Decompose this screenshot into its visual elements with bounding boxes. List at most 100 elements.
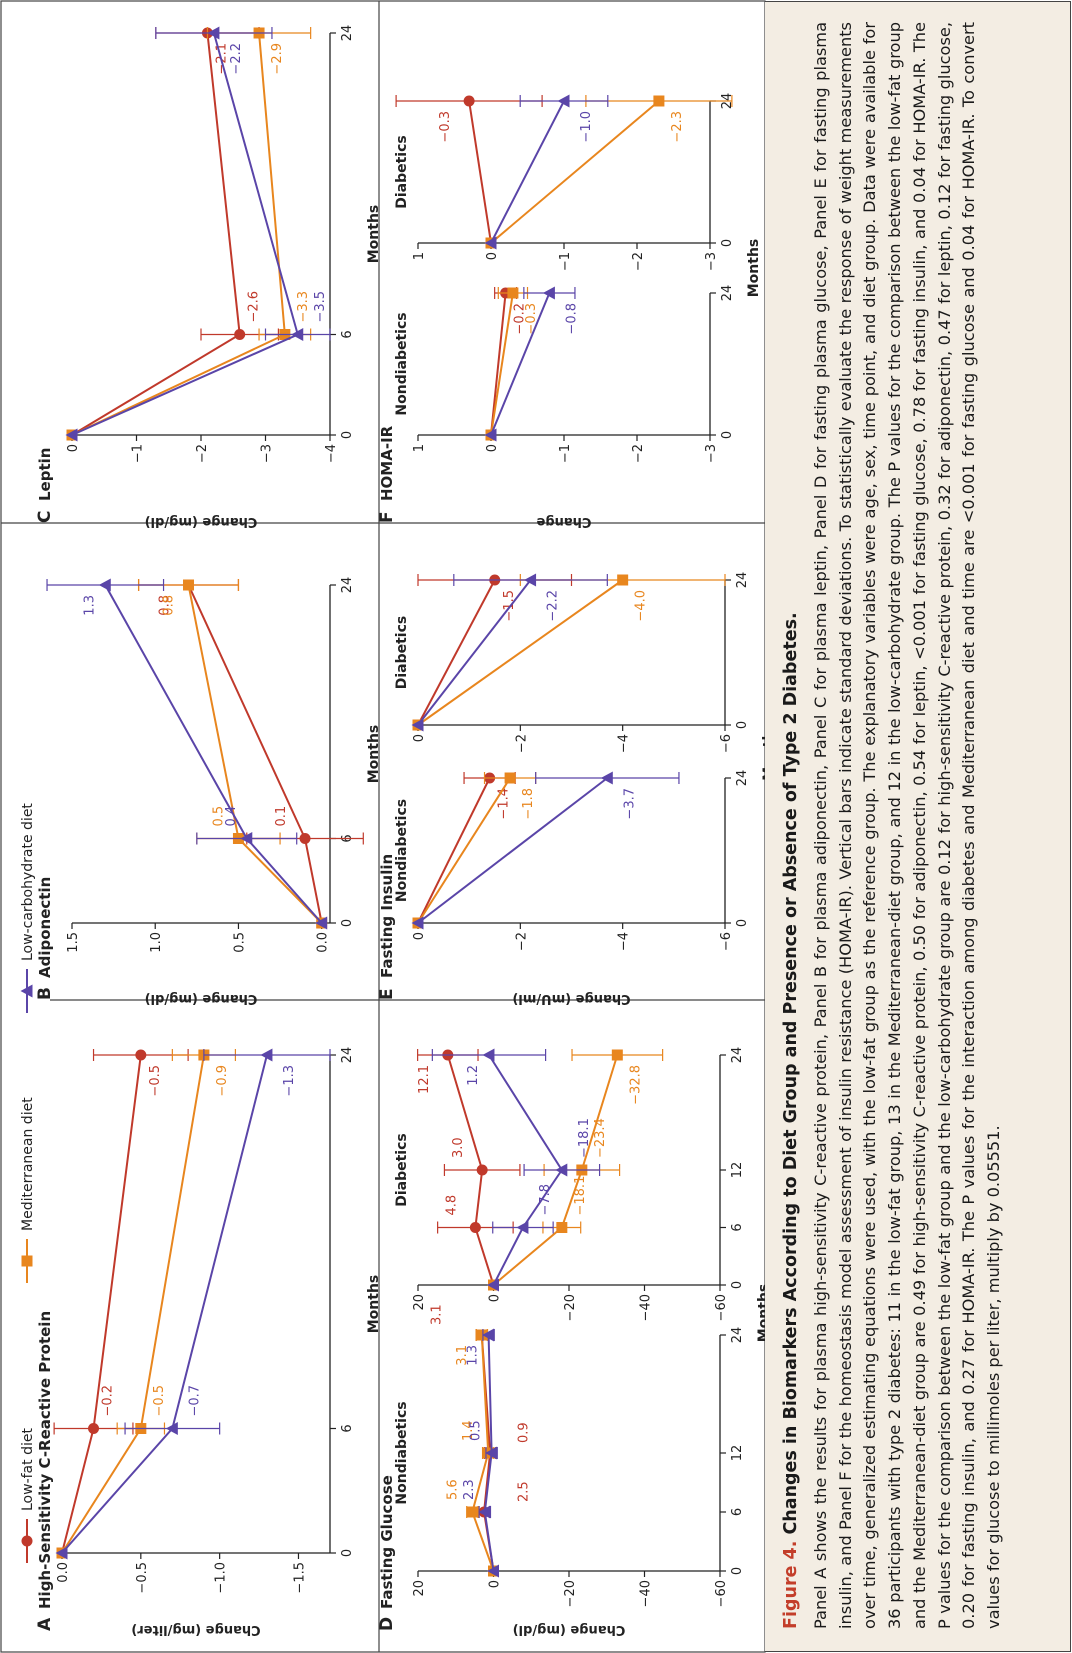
data-label-low_carb: −7.8 — [538, 1184, 553, 1216]
point-low_carb — [555, 1163, 568, 1177]
series-line-low_fat — [71, 32, 241, 436]
data-label-mediterranean: 0.8 — [162, 595, 177, 616]
data-label-low_carb: −2.2 — [546, 590, 561, 622]
x-tick-label: 12 — [730, 1445, 745, 1462]
series-line-mediterranean — [61, 1054, 205, 1554]
data-label-mediterranean: −2.9 — [270, 43, 285, 75]
data-label-mediterranean: −0.3 — [524, 303, 539, 335]
point-low_carb — [524, 573, 537, 587]
point-mediterranean — [466, 1506, 478, 1518]
point-low_fat — [234, 329, 246, 340]
point-low_carb — [482, 1048, 495, 1062]
legend-marker-mediterranean — [21, 1255, 33, 1267]
data-label-mediterranean: 5.6 — [445, 1479, 460, 1500]
series-line-low_carb — [483, 1334, 495, 1572]
y-tick-label: −0.5 — [135, 1562, 150, 1594]
point-low_carb — [542, 286, 555, 300]
point-low_carb — [55, 1546, 68, 1560]
point-low_carb — [165, 1422, 178, 1435]
legend-label-mediterranean: Mediterranean diet — [20, 1097, 36, 1231]
series-line-low_carb — [488, 1054, 564, 1286]
data-label-low_carb: −0.8 — [564, 303, 579, 335]
panel-D: D Fasting Glucose Change (mg/dl) 20 0 −20 −40 −… — [377, 1047, 772, 1637]
y-axis-label: Change (mg/dl) — [513, 1622, 626, 1637]
y-tick-label: 0 — [66, 444, 81, 452]
data-label-low_fat: −0.2 — [513, 303, 528, 335]
data-label-mediterranean: −2.3 — [670, 111, 685, 143]
series-line-low_carb — [61, 1054, 268, 1554]
data-label-low_fat: 0.9 — [516, 1422, 531, 1443]
point-mediterranean — [507, 287, 519, 299]
point-mediterranean — [611, 1049, 623, 1061]
panel-letter: E — [377, 988, 397, 1000]
x-tick-label: 24 — [340, 577, 355, 594]
data-label-low_fat: −1.5 — [502, 590, 517, 622]
data-label-mediterranean: 3.1 — [455, 1345, 470, 1366]
data-label-mediterranean: −0.5 — [152, 1385, 167, 1417]
x-axis-label: Months — [366, 1275, 382, 1334]
y-tick-label: −3 — [704, 444, 719, 463]
legend-label-low_carb: Low-carbohydrate diet — [20, 803, 36, 961]
y-tick-label: 1 — [412, 444, 427, 452]
y-tick-label: −4 — [617, 932, 632, 951]
x-axis-label: Months — [366, 205, 382, 264]
data-label-low_carb: −1.0 — [579, 111, 594, 143]
x-axis-label: Months — [366, 725, 382, 784]
y-tick-label: −1.0 — [214, 1562, 229, 1594]
x-tick-label: 6 — [340, 1424, 355, 1432]
data-label-mediterranean: −0.9 — [215, 1065, 230, 1097]
x-tick-label: 0 — [730, 1281, 745, 1289]
y-tick-label: −60 — [714, 1580, 729, 1607]
panel-letter: D — [377, 1617, 397, 1631]
data-label-low_fat: −0.2 — [101, 1385, 116, 1417]
point-low_carb — [600, 771, 613, 785]
legend-marker-low_fat — [21, 1535, 33, 1547]
series-line-mediterranean — [471, 1334, 495, 1572]
legend-marker-low_carb — [20, 984, 33, 998]
point-low_carb — [260, 1048, 273, 1062]
x-tick-label: 0 — [340, 431, 355, 439]
series-line-low_carb — [417, 579, 532, 726]
y-axis-label: Change (mg/liter) — [131, 1622, 260, 1637]
y-tick-label: −4 — [617, 734, 632, 753]
data-label-low_carb: 1.3 — [82, 595, 97, 616]
series-line-low_carb — [104, 584, 323, 924]
point-mediterranean — [653, 95, 665, 107]
data-label-low_carb: −18.1 — [577, 1118, 592, 1158]
y-axis-label: Change (mg/dl) — [145, 991, 258, 1006]
caption-body: Panel A shows the results for plasma hig… — [811, 22, 1003, 1629]
y-tick-label: −2 — [631, 252, 646, 271]
data-label-low_carb: 2.3 — [462, 1479, 477, 1500]
subplot-title: Nondiabetics — [394, 312, 410, 415]
data-label-low_fat: 3.0 — [451, 1137, 466, 1158]
x-tick-label: 6 — [340, 330, 355, 338]
data-label-mediterranean: 0.5 — [211, 806, 226, 827]
y-tick-label: 0 — [488, 1294, 503, 1302]
x-tick-label: 24 — [735, 572, 750, 589]
data-label-mediterranean: −4.0 — [634, 590, 649, 622]
y-tick-label: −2 — [631, 444, 646, 463]
y-tick-label: −60 — [714, 1294, 729, 1321]
point-mediterranean — [504, 772, 516, 784]
figure-border — [0, 0, 766, 1653]
y-tick-label: 0 — [412, 734, 427, 742]
y-tick-label: 0 — [412, 932, 427, 940]
y-tick-label: −2 — [514, 734, 529, 753]
data-label-low_fat: 3.1 — [430, 1304, 445, 1325]
x-tick-label: 0 — [340, 919, 355, 927]
data-label-low_carb: −1.3 — [282, 1065, 297, 1097]
panel-title: HOMA-IR — [378, 425, 396, 501]
subplot-title: Nondiabetics — [394, 799, 410, 902]
point-low_fat — [469, 1222, 481, 1233]
point-low_carb — [411, 718, 424, 732]
x-tick-label: 0 — [720, 239, 735, 247]
data-label-low_fat: −0.5 — [148, 1065, 163, 1097]
x-tick-label: 6 — [730, 1508, 745, 1516]
point-low_fat — [463, 95, 475, 107]
